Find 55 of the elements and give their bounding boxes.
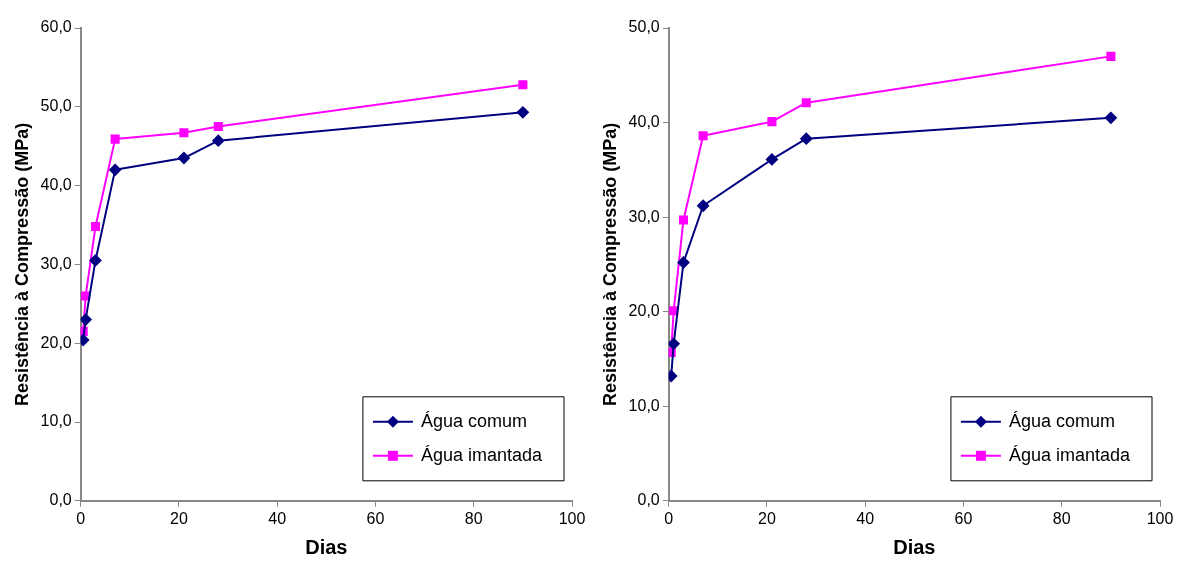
legend-label: Água imantada <box>1008 444 1131 465</box>
x-tick-label: 0 <box>76 509 86 527</box>
x-tick-label: 20 <box>170 509 188 527</box>
y-tick-label: 10,0 <box>628 396 660 414</box>
point <box>90 222 101 232</box>
point <box>801 98 811 108</box>
point <box>518 80 528 90</box>
x-tick-label: 60 <box>954 509 973 527</box>
y-tick-label: 0,0 <box>49 491 72 509</box>
x-tick-label: 40 <box>856 509 875 527</box>
y-axis-title: Resistência à Compressão (MPa) <box>599 122 620 406</box>
point <box>678 215 689 225</box>
point <box>110 134 120 144</box>
y-tick-label: 60,0 <box>40 18 72 36</box>
point <box>800 132 813 145</box>
y-tick-label: 30,0 <box>40 254 72 272</box>
x-axis-title: Dias <box>305 535 348 558</box>
x-tick-label: 20 <box>758 509 776 527</box>
x-tick-label: 100 <box>558 509 586 527</box>
point <box>1106 51 1116 61</box>
legend-label: Água imantada <box>420 444 543 465</box>
y-tick-label: 0,0 <box>637 491 660 509</box>
point <box>516 106 529 119</box>
point <box>697 199 710 212</box>
x-tick-label: 60 <box>366 509 385 527</box>
y-axis-title: Resistência à Compressão (MPa) <box>11 122 32 406</box>
point <box>765 153 778 166</box>
y-tick-label: 50,0 <box>40 97 72 115</box>
point <box>767 117 777 127</box>
legend-label: Água comum <box>420 410 527 431</box>
y-tick-label: 30,0 <box>628 207 660 225</box>
point <box>80 313 92 326</box>
point <box>668 337 680 350</box>
x-tick-label: 0 <box>664 509 674 527</box>
point <box>1104 111 1117 124</box>
point <box>89 254 102 267</box>
y-tick-label: 40,0 <box>628 112 660 130</box>
point <box>212 134 225 147</box>
y-tick-label: 20,0 <box>40 333 72 351</box>
x-axis-title: Dias <box>893 535 936 558</box>
point <box>177 152 190 165</box>
x-tick-label: 80 <box>1052 509 1071 527</box>
point <box>179 128 189 138</box>
point <box>213 121 223 132</box>
y-tick-label: 20,0 <box>628 302 660 320</box>
x-tick-label: 100 <box>1146 509 1174 527</box>
x-tick-label: 80 <box>464 509 483 527</box>
point <box>677 256 690 269</box>
legend-label: Água comum <box>1008 410 1115 431</box>
point <box>698 131 708 141</box>
y-tick-label: 50,0 <box>628 18 660 36</box>
point <box>109 163 122 176</box>
y-tick-label: 40,0 <box>40 176 72 194</box>
x-tick-label: 40 <box>268 509 287 527</box>
y-tick-label: 10,0 <box>40 412 72 430</box>
